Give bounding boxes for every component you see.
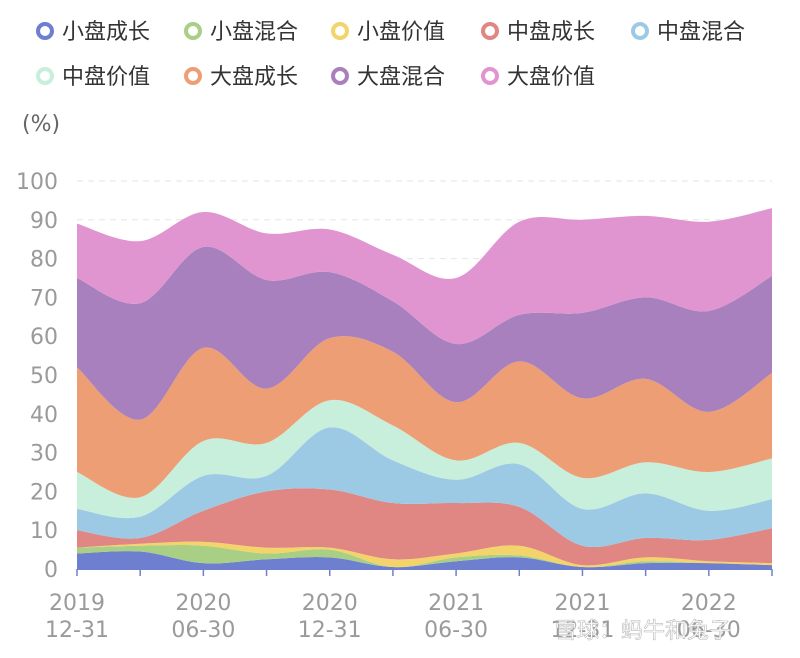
area-series-6[interactable] <box>77 399 772 519</box>
y-tick-label: 50 <box>30 364 58 389</box>
legend-item[interactable]: 大盘成长 <box>184 65 298 90</box>
y-tick-label: 0 <box>44 558 58 583</box>
legend-label: 小盘价值 <box>357 20 445 45</box>
legend-marker-icon <box>184 22 202 40</box>
legend-marker-icon <box>36 67 54 85</box>
x-tick-label-date: 12-31 <box>45 618 109 643</box>
area-series-7[interactable] <box>77 336 772 498</box>
y-tick-label: 60 <box>30 325 58 350</box>
y-tick-label: 100 <box>16 170 58 195</box>
x-tick-label-year: 2021 <box>554 591 610 616</box>
legend-marker-icon <box>331 67 349 85</box>
legend-label: 小盘混合 <box>210 20 298 45</box>
y-tick-label: 30 <box>30 442 58 467</box>
x-tick-label-year: 2022 <box>681 591 737 616</box>
area-series-9[interactable] <box>77 208 772 345</box>
legend-item[interactable]: 小盘价值 <box>331 20 445 45</box>
x-tick-label-date: 06-30 <box>677 618 741 643</box>
series-areas <box>77 208 772 569</box>
area-series-8[interactable] <box>77 246 772 420</box>
y-tick-label: 80 <box>30 248 58 273</box>
legend-marker-icon <box>184 67 202 85</box>
legend-label: 大盘价值 <box>507 65 595 90</box>
area-series-5[interactable] <box>77 427 772 548</box>
x-tick-label-year: 2019 <box>49 591 105 616</box>
legend-item[interactable]: 大盘混合 <box>331 65 445 90</box>
legend-label: 大盘混合 <box>357 65 445 90</box>
legend-item[interactable]: 大盘价值 <box>481 65 595 90</box>
x-tick-label-year: 2021 <box>428 591 484 616</box>
x-tick-label-year: 2020 <box>302 591 358 616</box>
legend-marker-icon <box>481 67 499 85</box>
x-axis: 201912-31202006-30202012-31202106-302021… <box>45 568 773 643</box>
legend-label: 中盘混合 <box>657 20 745 45</box>
legend-label: 中盘价值 <box>62 65 150 90</box>
legend-label: 中盘成长 <box>507 20 595 45</box>
y-axis: 0 10 20 30 40 50 60 70 80 90 100 <box>16 170 58 583</box>
x-tick-label-year: 2020 <box>175 591 231 616</box>
y-tick-label: 10 <box>30 519 58 544</box>
y-tick-label: 70 <box>30 286 58 311</box>
legend-marker-icon <box>481 22 499 40</box>
area-series-2[interactable] <box>77 545 772 568</box>
legend-label: 大盘成长 <box>210 65 298 90</box>
y-tick-label: 20 <box>30 480 58 505</box>
y-tick-label: 40 <box>30 403 58 428</box>
y-axis-unit-label: (%) <box>22 112 60 137</box>
area-series-1[interactable] <box>77 551 772 569</box>
legend-label: 小盘成长 <box>62 20 150 45</box>
legend-item[interactable]: 小盘成长 <box>36 20 150 45</box>
y-tick-label: 90 <box>30 209 58 234</box>
x-tick-label-date: 06-30 <box>171 618 235 643</box>
legend-item[interactable]: 中盘价值 <box>36 65 150 90</box>
x-tick-label-date: 12-31 <box>550 618 614 643</box>
legend-marker-icon <box>36 22 54 40</box>
x-tick-label-date: 06-30 <box>424 618 488 643</box>
legend-marker-icon <box>631 22 649 40</box>
legend-item[interactable]: 中盘成长 <box>481 20 595 45</box>
legend-item[interactable]: 小盘混合 <box>184 20 298 45</box>
legend-marker-icon <box>331 22 349 40</box>
area-series-3[interactable] <box>77 541 772 568</box>
watermark-text: 雪球：蚂牛和兔子 <box>555 619 731 644</box>
legend-item[interactable]: 中盘混合 <box>631 20 745 45</box>
x-tick-label-date: 12-31 <box>298 618 362 643</box>
area-series-4[interactable] <box>77 488 772 566</box>
